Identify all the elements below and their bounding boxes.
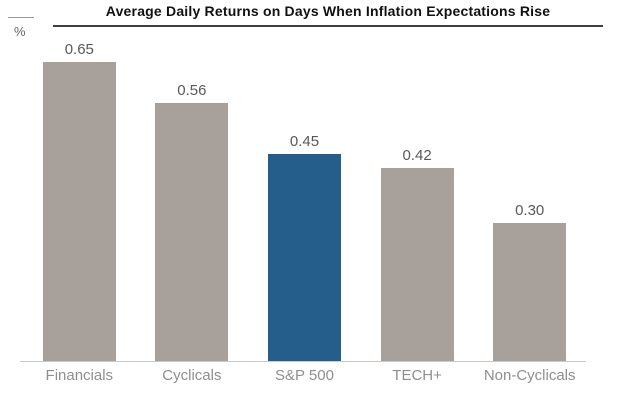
- y-axis-unit-label: %: [14, 24, 26, 39]
- chart-title: Average Daily Returns on Days When Infla…: [105, 3, 551, 19]
- x-axis-line: [20, 361, 586, 362]
- bar: [380, 168, 454, 361]
- category-label: TECH+: [392, 367, 442, 384]
- bar-column: 0.65: [23, 42, 136, 361]
- bars-row: 0.65 0.56 0.45 0.42 0.30: [23, 0, 586, 361]
- bar-value-label: 0.65: [64, 41, 94, 58]
- chart-header: Average Daily Returns on Days When Infla…: [53, 3, 603, 27]
- bar-value-label: 0.56: [177, 82, 207, 99]
- bar-column: 0.30: [473, 203, 586, 361]
- bar: [42, 62, 116, 361]
- bar: [267, 154, 341, 361]
- bar-value-label: 0.42: [402, 147, 432, 164]
- bar-column: 0.42: [361, 148, 474, 361]
- y-axis-tick-dash: [8, 17, 34, 18]
- category-labels-row: Financials Cyclicals S&P 500 TECH+ Non-Cycli…: [23, 367, 586, 385]
- bar-value-label: 0.30: [515, 202, 545, 219]
- bar-value-label: 0.45: [289, 133, 320, 150]
- bar-column: 0.56: [136, 83, 249, 361]
- category-label: Cyclicals: [162, 367, 222, 384]
- bar: [155, 103, 229, 361]
- category-label: Non-Cyclicals: [483, 367, 576, 384]
- bar: [493, 223, 567, 361]
- category-label: S&P 500: [275, 367, 334, 384]
- bar-column: 0.45: [248, 134, 361, 361]
- category-label: Financials: [45, 367, 114, 384]
